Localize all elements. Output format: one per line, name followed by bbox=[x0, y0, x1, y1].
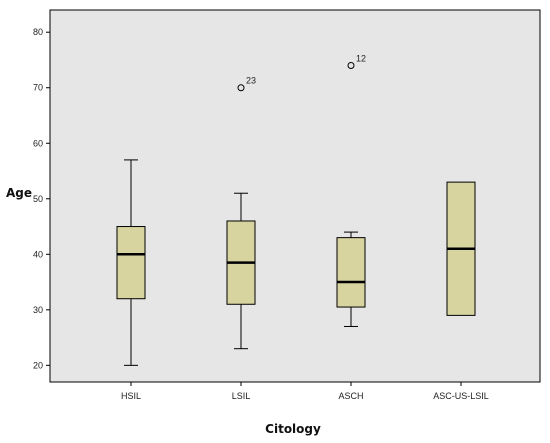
x-tick-label: LSIL bbox=[232, 391, 251, 401]
y-tick-label: 70 bbox=[33, 83, 43, 93]
outlier-point bbox=[347, 62, 355, 70]
box-iqr bbox=[116, 226, 146, 300]
y-axis-title: Age bbox=[6, 186, 32, 200]
x-axis-ticks: HSIL LSIL ASCH ASC-US-LSIL bbox=[121, 382, 489, 401]
outlier-point bbox=[237, 84, 245, 92]
x-tick-label: ASCH bbox=[338, 391, 363, 401]
y-tick-label: 50 bbox=[33, 194, 43, 204]
y-axis-ticks: 20 30 40 50 60 70 80 bbox=[33, 27, 50, 370]
y-tick-label: 20 bbox=[33, 360, 43, 370]
outlier-label: 23 bbox=[246, 76, 256, 86]
x-tick-label: ASC-US-LSIL bbox=[433, 391, 489, 401]
box-asc-us-lsil bbox=[446, 181, 476, 316]
box-iqr bbox=[336, 237, 366, 308]
y-tick-label: 30 bbox=[33, 305, 43, 315]
box-asch: 12 bbox=[336, 54, 366, 327]
boxes-layer: 23 12 bbox=[116, 54, 476, 366]
outlier-label: 12 bbox=[356, 54, 366, 64]
y-tick-label: 40 bbox=[33, 249, 43, 259]
box-hsil bbox=[116, 159, 146, 366]
y-tick-label: 80 bbox=[33, 27, 43, 37]
y-tick-label: 60 bbox=[33, 138, 43, 148]
box-lsil: 23 bbox=[226, 76, 256, 350]
x-tick-label: HSIL bbox=[121, 391, 141, 401]
x-axis-title: Citology bbox=[265, 422, 321, 436]
